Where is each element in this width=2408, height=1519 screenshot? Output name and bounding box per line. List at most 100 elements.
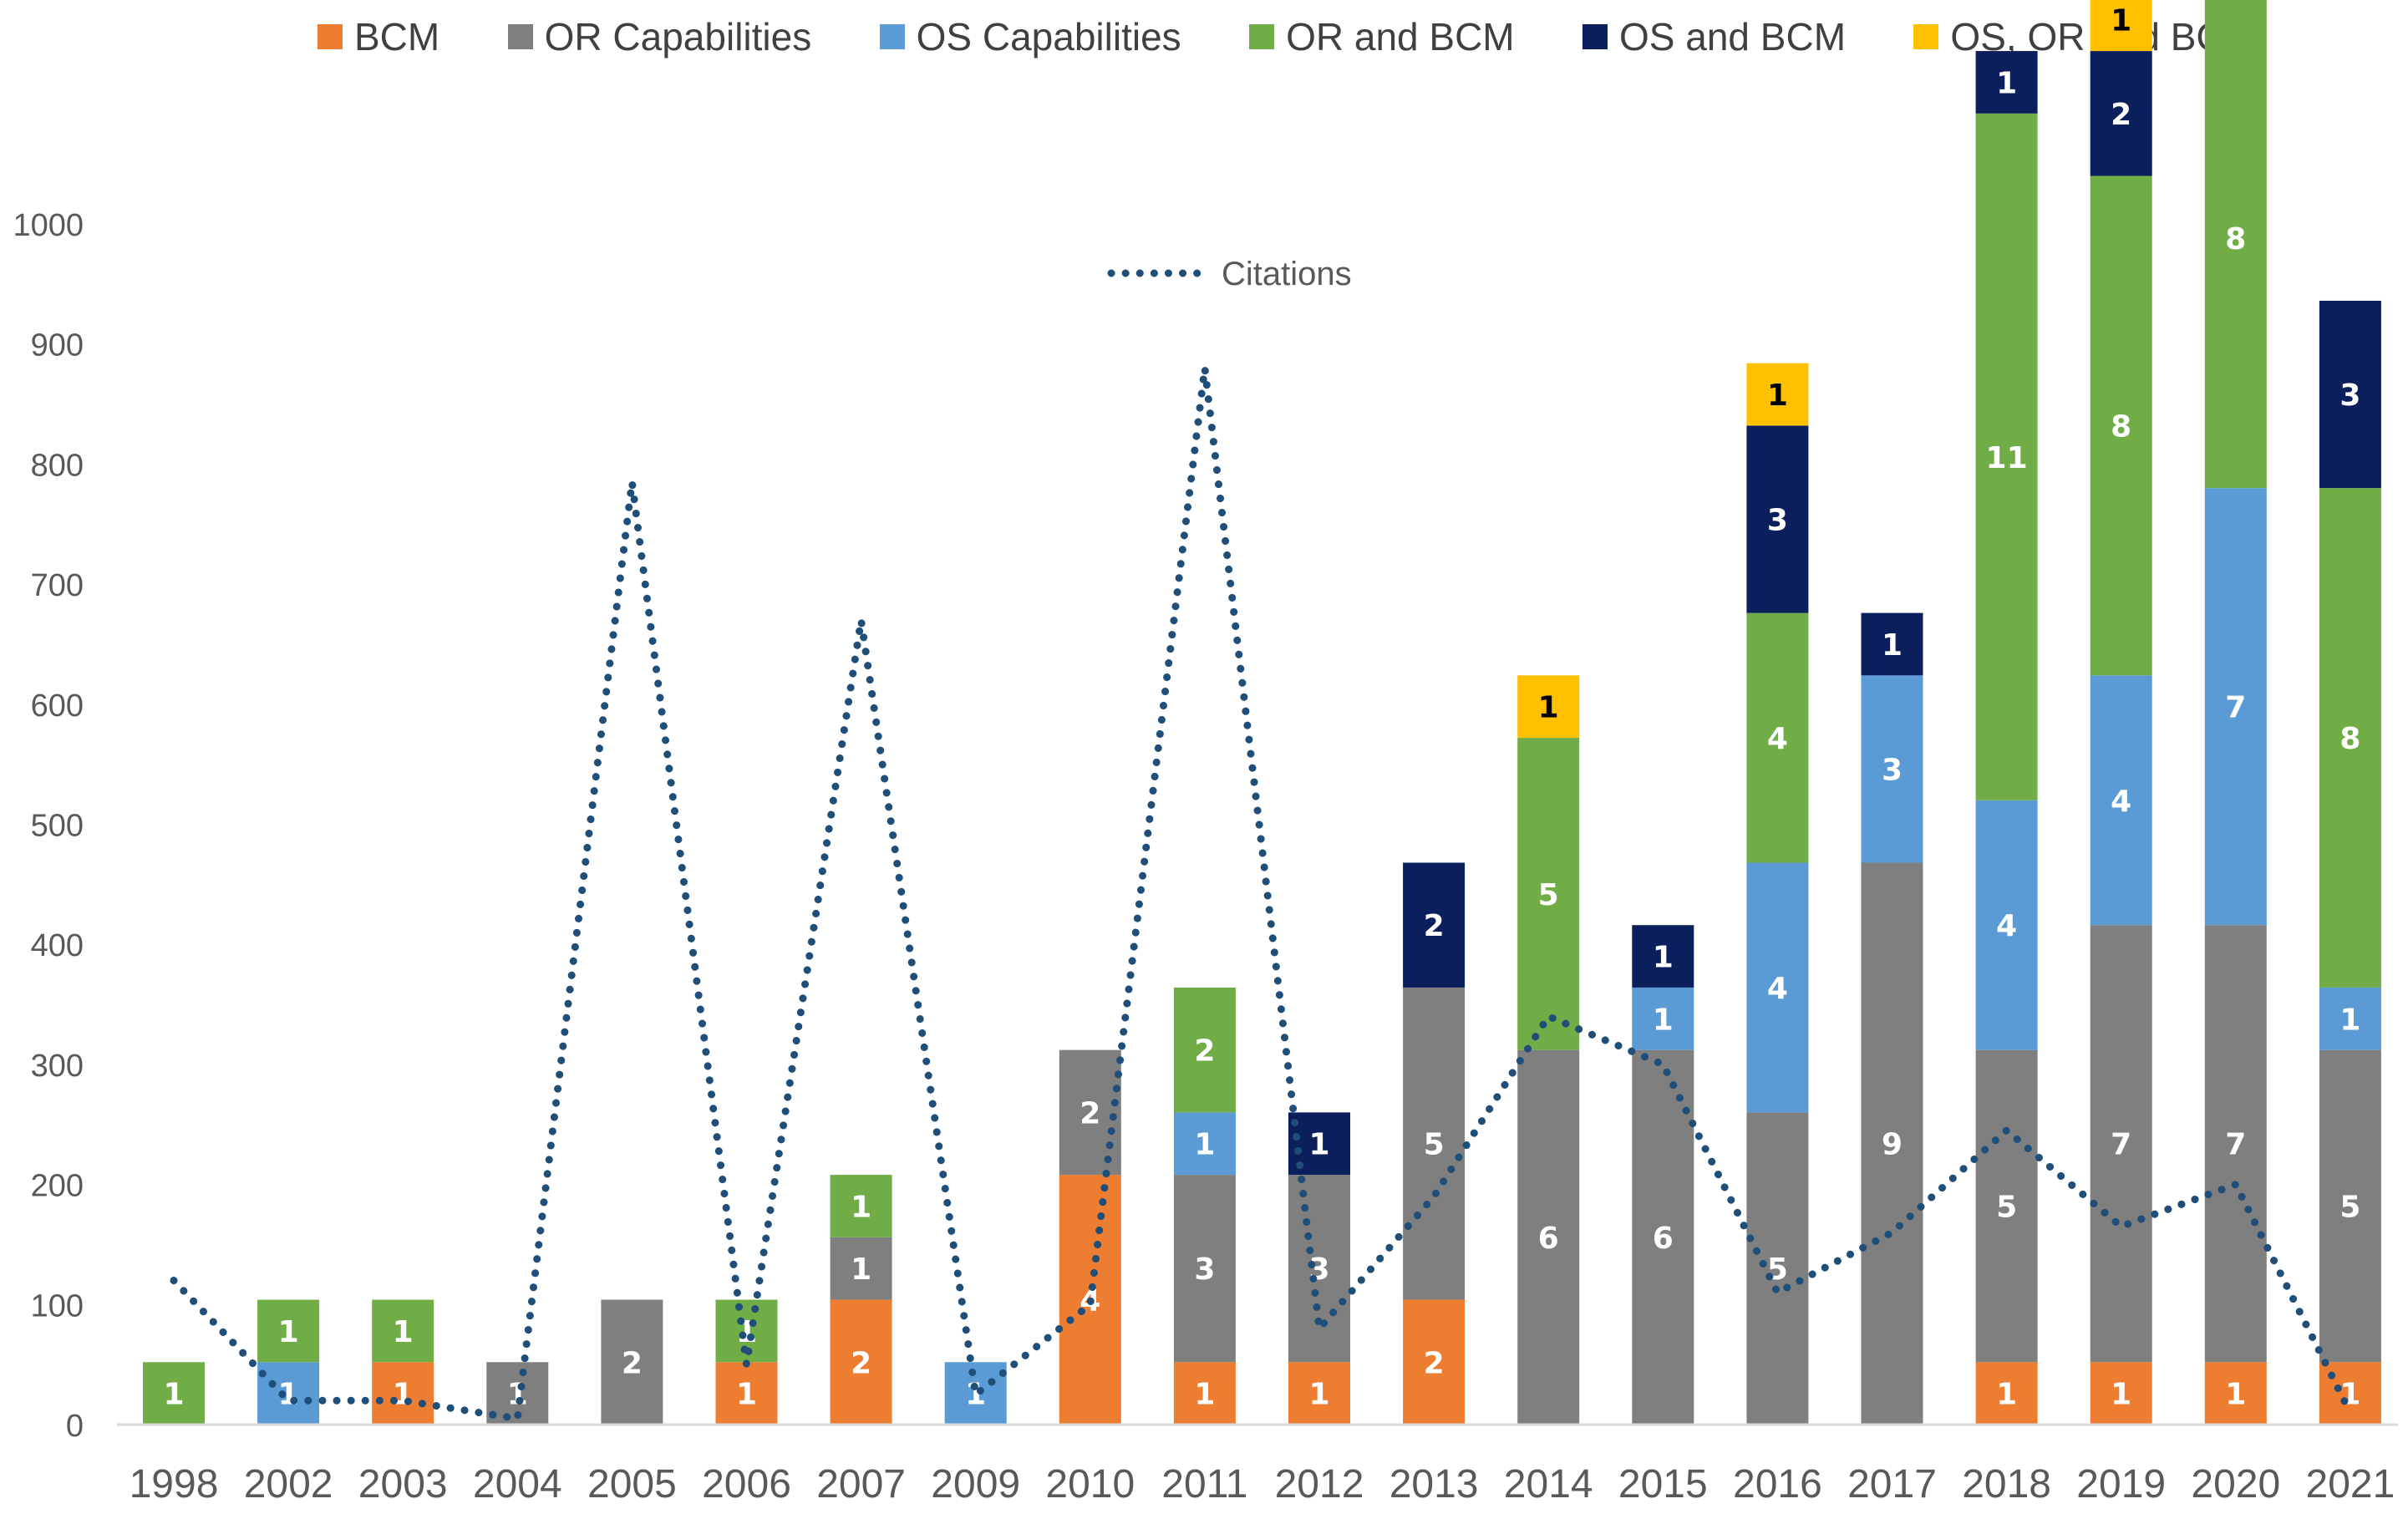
x-tick-label: 1998 — [130, 1462, 219, 1506]
bar-segment-or-and-bcm — [143, 1362, 205, 1425]
bar-segment-bcm — [372, 1362, 434, 1425]
bar-segment-or-capabilities — [1288, 1175, 1350, 1363]
bar-segment-or-capabilities — [1975, 1049, 2038, 1363]
bar-data-label: 1 — [736, 1378, 757, 1412]
y-tick-label: 300 — [31, 1049, 84, 1084]
x-tick-label: 2012 — [1275, 1462, 1364, 1506]
bar-data-label: 9 — [1882, 1128, 1903, 1162]
x-tick-label: 2009 — [931, 1462, 1020, 1506]
bar-data-label: 1 — [393, 1378, 414, 1412]
bar-data-label: 8 — [2111, 409, 2131, 444]
bar-data-label: 1 — [2339, 1378, 2360, 1412]
bar-segment-bcm — [2204, 1362, 2267, 1425]
bar-segment-or-capabilities — [1173, 1175, 1236, 1363]
bar-segment-or-capabilities — [2319, 1049, 2381, 1363]
bar-data-label: 1 — [1308, 1128, 1329, 1162]
bar-data-label: 6 — [1538, 1222, 1559, 1256]
bar-data-label: 1 — [1996, 1378, 2017, 1412]
y-tick-label: 800 — [31, 448, 84, 483]
x-tick-label: 2005 — [587, 1462, 677, 1506]
bar-segment-os-or-and-bcm — [1746, 363, 1809, 426]
x-tick-label: 2016 — [1733, 1462, 1822, 1506]
x-tick-label: 2019 — [2076, 1462, 2166, 1506]
bar-data-label: 8 — [2225, 222, 2246, 257]
chart-legend: BCM OR Capabilities OS Capabilities OR a… — [318, 12, 2256, 62]
citations-legend: Citations — [1107, 256, 1352, 292]
x-tick-label: 2020 — [2191, 1462, 2280, 1506]
bar-data-label: 5 — [1996, 1190, 2017, 1224]
bar-data-label: 2 — [1424, 909, 1445, 943]
bar-data-label: 1 — [1882, 628, 1903, 663]
bar-data-label: 1 — [278, 1315, 299, 1349]
bar-data-label: 1 — [2339, 1003, 2360, 1037]
bar-data-label: 2 — [1194, 1034, 1215, 1069]
bar-segment-os-capabilities — [1746, 862, 1809, 1113]
bar-segment-or-and-bcm — [2090, 175, 2152, 676]
bar-data-label: 2 — [622, 1346, 643, 1380]
bar-data-label: 1 — [2111, 1378, 2131, 1412]
legend-swatch-os-capabilities — [879, 24, 905, 49]
legend-item-or-capabilities: OR Capabilities — [507, 14, 812, 59]
y-tick-label: 200 — [31, 1169, 84, 1204]
x-tick-label: 2002 — [244, 1462, 333, 1506]
bar-data-label: 1 — [1194, 1128, 1215, 1162]
bar-segment-bcm — [1975, 1362, 2038, 1425]
bar-segment-os-capabilities — [2204, 488, 2267, 926]
y-tick-label: 1000 — [13, 208, 84, 243]
legend-swatch-os-or-and-bcm — [1913, 24, 1939, 49]
y-tick-label: 700 — [31, 568, 84, 603]
bar-data-label: 3 — [1882, 753, 1903, 787]
bar-data-label: 7 — [2111, 1128, 2131, 1162]
bar-segment-or-and-bcm — [257, 1299, 320, 1363]
bar-data-label: 1 — [163, 1378, 184, 1412]
bar-data-label: 8 — [2339, 722, 2360, 756]
bar-segment-or-and-bcm — [830, 1175, 892, 1237]
legend-swatch-bcm — [318, 24, 343, 49]
bar-data-label: 5 — [1767, 1252, 1788, 1287]
bar-segment-or-and-bcm — [1517, 738, 1580, 1050]
bar-data-label: 1 — [507, 1378, 528, 1412]
bar-segment-or-capabilities — [830, 1237, 892, 1300]
legend-label-or-capabilities: OR Capabilities — [544, 15, 812, 58]
bar-data-label: 11 — [1986, 441, 2028, 475]
bar-segment-os-capabilities — [1861, 675, 1923, 863]
legend-swatch-os-and-bcm — [1582, 24, 1608, 49]
bar-segment-os-or-and-bcm — [1517, 675, 1580, 739]
bar-data-label: 1 — [393, 1315, 414, 1349]
bar-data-label: 1 — [2225, 1378, 2246, 1412]
bar-data-label: 2 — [1424, 1346, 1445, 1380]
x-tick-label: 2018 — [1962, 1462, 2051, 1506]
bar-data-label: 1 — [1996, 66, 2017, 100]
citations-series — [170, 367, 2355, 1423]
x-tick-label: 2013 — [1389, 1462, 1479, 1506]
bar-segment-or-and-bcm — [372, 1299, 434, 1363]
bar-segment-os-and-bcm — [1861, 612, 1923, 676]
bar-segment-or-capabilities — [2204, 925, 2267, 1363]
legend-item-os-and-bcm: OS and BCM — [1582, 14, 1846, 59]
bar-data-label: 1 — [2111, 4, 2131, 38]
y-tick-label: 100 — [31, 1288, 84, 1323]
y-tick-label: 0 — [66, 1409, 84, 1444]
bar-data-label: 2 — [2111, 98, 2131, 132]
bar-segment-or-capabilities — [601, 1299, 663, 1425]
bar-segment-os-and-bcm — [1975, 51, 2038, 114]
bar-data-label: 7 — [2225, 1128, 2246, 1162]
x-tick-label: 2006 — [702, 1462, 791, 1506]
bar-segment-or-and-bcm — [2204, 0, 2267, 489]
bar-data-label: 4 — [1767, 972, 1788, 1006]
x-tick-label: 2011 — [1161, 1462, 1247, 1506]
legend-label-os-capabilities: OS Capabilities — [916, 15, 1181, 58]
bar-data-label: 1 — [1767, 378, 1788, 413]
y-tick-label: 400 — [31, 928, 84, 963]
bar-segment-or-and-bcm — [1173, 987, 1236, 1113]
bar-segment-or-capabilities — [1059, 1049, 1121, 1176]
x-tick-label: 2007 — [816, 1462, 906, 1506]
bar-segment-os-capabilities — [2090, 675, 2152, 926]
bar-data-label: 1 — [1653, 1003, 1674, 1037]
bar-segment-or-capabilities — [1861, 862, 1923, 1425]
bar-segment-bcm — [715, 1362, 778, 1425]
citations-legend-label: Citations — [1222, 256, 1352, 292]
legend-swatch-or-capabilities — [507, 24, 533, 49]
bar-data-label: 5 — [1424, 1128, 1445, 1162]
x-tick-label: 2003 — [358, 1462, 448, 1506]
